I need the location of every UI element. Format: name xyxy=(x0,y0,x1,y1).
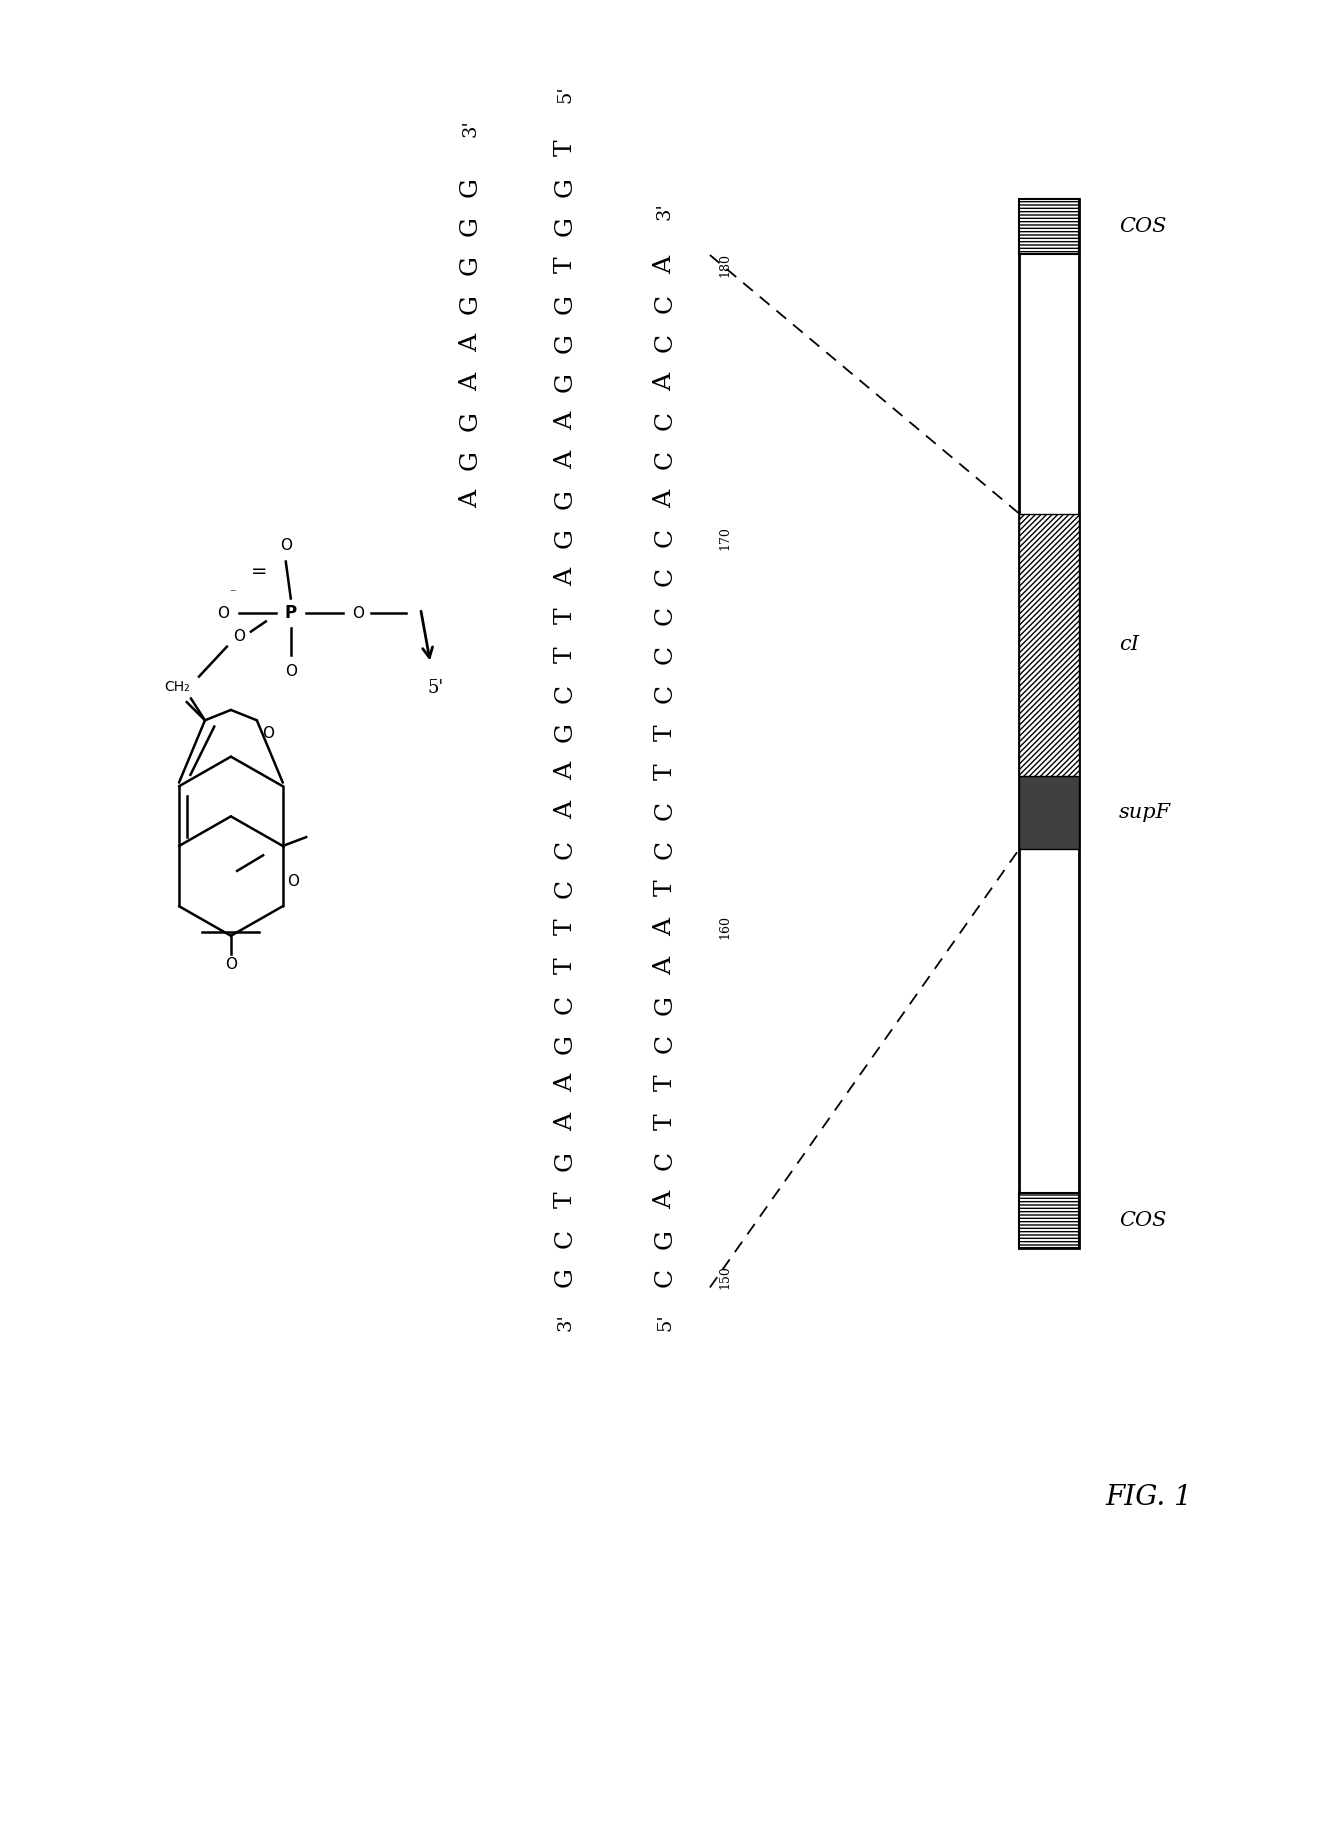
Text: C: C xyxy=(653,606,677,625)
Text: 160: 160 xyxy=(718,915,731,939)
Bar xyxy=(1019,514,1079,776)
Text: COS: COS xyxy=(1118,1210,1166,1229)
Text: G: G xyxy=(554,527,576,547)
Text: G: G xyxy=(653,1229,677,1249)
Text: 3': 3' xyxy=(461,120,480,137)
Text: ⁻: ⁻ xyxy=(230,588,237,601)
Text: A: A xyxy=(554,1074,576,1092)
Text: A: A xyxy=(459,490,483,508)
Text: =: = xyxy=(251,562,267,580)
Text: C: C xyxy=(554,996,576,1015)
Text: T: T xyxy=(554,608,576,625)
Text: O: O xyxy=(262,726,274,741)
Text: P: P xyxy=(284,604,297,623)
Text: G: G xyxy=(459,216,483,237)
Text: C: C xyxy=(554,839,576,859)
Text: A: A xyxy=(554,761,576,780)
Text: T: T xyxy=(554,647,576,663)
Text: O: O xyxy=(352,606,364,621)
Text: O: O xyxy=(233,628,245,645)
Text: G: G xyxy=(459,449,483,469)
Text: A: A xyxy=(653,1190,677,1209)
Text: G: G xyxy=(554,1033,576,1053)
Text: T: T xyxy=(653,724,677,741)
Text: T: T xyxy=(554,257,576,274)
Text: C: C xyxy=(653,1035,677,1053)
Text: O: O xyxy=(287,874,299,889)
Text: C: C xyxy=(653,451,677,469)
Bar xyxy=(1019,200,1079,1247)
Text: C: C xyxy=(554,878,576,898)
Text: O: O xyxy=(217,606,229,621)
Text: G: G xyxy=(653,994,677,1015)
Text: A: A xyxy=(554,451,576,469)
Text: 3': 3' xyxy=(656,201,674,220)
Text: A: A xyxy=(653,957,677,976)
Text: C: C xyxy=(653,333,677,353)
Text: G: G xyxy=(554,1151,576,1170)
Text: G: G xyxy=(554,723,576,743)
Text: COS: COS xyxy=(1118,216,1166,237)
Text: G: G xyxy=(554,488,576,508)
Text: T: T xyxy=(554,140,576,157)
Text: G: G xyxy=(554,294,576,314)
Text: FIG. 1: FIG. 1 xyxy=(1105,1484,1192,1510)
Text: A: A xyxy=(554,1112,576,1131)
Text: 3': 3' xyxy=(557,1314,574,1331)
Text: A: A xyxy=(554,802,576,819)
Text: G: G xyxy=(554,1268,576,1288)
Text: T: T xyxy=(554,918,576,935)
Text: C: C xyxy=(653,1151,677,1170)
Text: T: T xyxy=(653,763,677,780)
Text: T: T xyxy=(554,957,576,974)
Text: supF: supF xyxy=(1118,802,1171,822)
Text: O: O xyxy=(225,957,237,972)
Text: G: G xyxy=(554,333,576,353)
Text: C: C xyxy=(554,1229,576,1247)
Text: C: C xyxy=(653,839,677,859)
Text: A: A xyxy=(554,412,576,431)
Text: C: C xyxy=(653,529,677,547)
Text: G: G xyxy=(459,294,483,314)
Text: C: C xyxy=(653,1268,677,1286)
Text: O: O xyxy=(284,663,296,678)
Text: G: G xyxy=(459,410,483,431)
Text: 5': 5' xyxy=(656,1314,674,1331)
Text: A: A xyxy=(653,255,677,274)
Text: C: C xyxy=(653,412,677,431)
Text: A: A xyxy=(554,567,576,586)
Text: C: C xyxy=(653,567,677,586)
Text: T: T xyxy=(653,1074,677,1090)
Text: A: A xyxy=(653,373,677,392)
Text: cI: cI xyxy=(1118,636,1140,654)
Text: 5': 5' xyxy=(557,85,574,103)
Text: 5': 5' xyxy=(427,680,444,697)
Text: A: A xyxy=(653,918,677,937)
Text: A: A xyxy=(653,490,677,508)
Text: C: C xyxy=(554,684,576,702)
Text: C: C xyxy=(653,645,677,663)
Text: 150: 150 xyxy=(718,1266,731,1290)
Text: C: C xyxy=(653,800,677,821)
Text: G: G xyxy=(554,216,576,237)
Text: CH₂: CH₂ xyxy=(164,680,190,693)
Text: G: G xyxy=(459,177,483,198)
Text: G: G xyxy=(459,255,483,275)
Text: 170: 170 xyxy=(718,525,731,549)
Text: T: T xyxy=(653,880,677,896)
Text: A: A xyxy=(459,373,483,392)
Text: 180: 180 xyxy=(718,253,731,277)
Text: T: T xyxy=(653,1112,677,1129)
Text: C: C xyxy=(653,684,677,702)
Text: O: O xyxy=(280,538,292,553)
Text: T: T xyxy=(554,1192,576,1209)
Bar xyxy=(1019,1192,1079,1247)
Bar xyxy=(1019,200,1079,253)
Text: G: G xyxy=(554,177,576,198)
Bar xyxy=(1019,776,1079,848)
Text: A: A xyxy=(459,334,483,351)
Text: C: C xyxy=(653,294,677,314)
Text: G: G xyxy=(554,371,576,392)
